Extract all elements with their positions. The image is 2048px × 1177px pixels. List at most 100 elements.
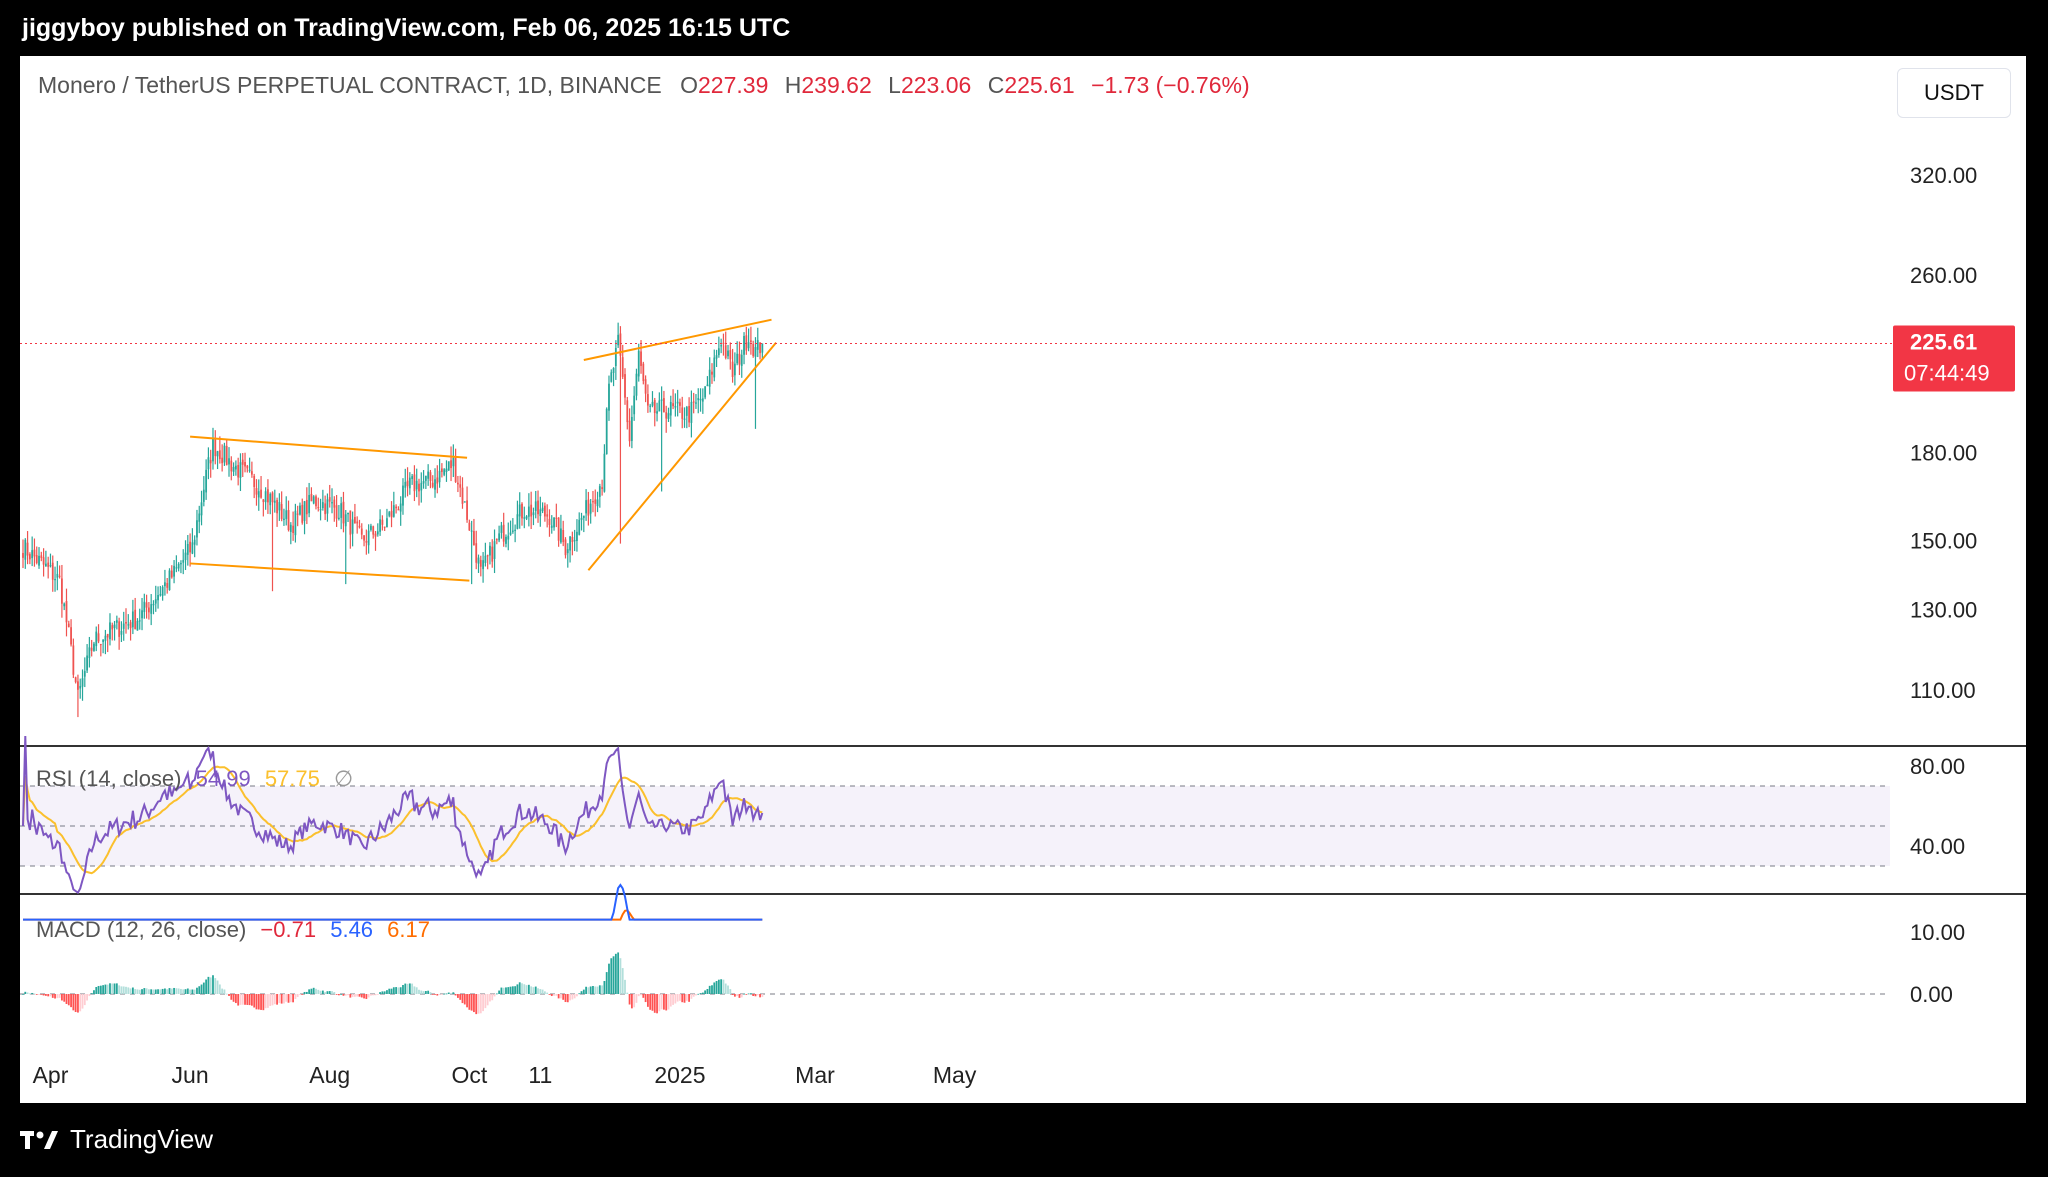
rsi-legend: RSI (14, close) 54.99 57.75 ∅ — [36, 766, 353, 792]
macd-hist-bar — [51, 994, 54, 998]
candle-body — [727, 350, 729, 357]
time-axis-tick: Aug — [309, 1062, 350, 1088]
candle-body — [77, 681, 79, 690]
candle-body — [621, 357, 624, 377]
macd-hist-bar — [152, 989, 155, 994]
macd-hist-bar — [605, 972, 608, 994]
candle-body — [49, 565, 52, 567]
macd-hist-bar — [26, 992, 29, 994]
candle-body — [260, 489, 262, 498]
candle-body — [392, 505, 395, 517]
candle-body — [340, 503, 343, 518]
macd-hist-bar — [115, 983, 118, 994]
macd-hist-bar — [264, 994, 267, 1009]
candle-body — [225, 445, 228, 465]
candle-body — [42, 557, 45, 565]
candle-body — [221, 457, 224, 464]
currency-button[interactable]: USDT — [1897, 68, 2011, 118]
macd-hist-bar — [546, 992, 549, 994]
candle-body — [592, 501, 594, 503]
candle-body — [553, 517, 555, 528]
macd-hist-bar — [466, 994, 468, 1008]
macd-hist-bar — [402, 984, 404, 994]
macd-hist-bar — [340, 993, 343, 995]
candle-body — [692, 401, 695, 403]
candle-body — [452, 457, 455, 467]
candle-body — [566, 549, 569, 554]
candle-body — [537, 500, 539, 515]
candle-body — [626, 400, 629, 423]
candle-body — [740, 354, 743, 366]
candle-body — [264, 491, 267, 503]
candle-body — [527, 506, 530, 517]
macd-hist-bar — [280, 994, 283, 1004]
open-label: O — [680, 72, 699, 98]
macd-hist-bar — [61, 994, 63, 1001]
macd-hist-bar — [571, 994, 574, 1000]
candle-body — [642, 363, 645, 381]
macd-hist-bar — [196, 987, 198, 994]
macd-hist-bar — [532, 987, 535, 994]
candle-body — [589, 503, 592, 514]
candle-body — [683, 418, 686, 420]
candle-body — [248, 469, 251, 472]
last-price-badge — [1893, 325, 2015, 392]
candle-body — [507, 535, 510, 540]
macd-hist-bar — [674, 994, 677, 1004]
macd-hist-bar — [147, 989, 150, 994]
macd-hist-bar — [438, 994, 441, 995]
candle-body — [733, 363, 736, 376]
candle-body — [505, 536, 507, 544]
candle-body — [44, 563, 47, 567]
candle-body — [660, 399, 663, 401]
chart-canvas[interactable]: 320.00260.00180.00150.00130.00110.00225.… — [20, 56, 2026, 1103]
macd-hist-bar — [257, 994, 260, 1010]
candle-body — [331, 502, 333, 504]
candle-body — [411, 476, 414, 479]
macd-hist-bar — [699, 993, 702, 994]
candle-body — [191, 542, 194, 554]
macd-hist-bar — [42, 994, 45, 996]
macd-hist-bar — [681, 994, 684, 1003]
macd-hist-bar — [358, 994, 361, 997]
candle-body — [376, 531, 379, 535]
candle-body — [65, 601, 68, 623]
macd-hist-bar — [251, 994, 253, 1006]
candle-body — [486, 555, 489, 557]
macd-hist-bar — [299, 994, 301, 995]
candle-body — [102, 639, 105, 642]
macd-hist-bar — [523, 984, 526, 994]
macd-hist-bar — [67, 994, 70, 1006]
candle-body — [104, 635, 107, 641]
macd-hist-bar — [390, 988, 393, 994]
candle-body — [367, 530, 370, 546]
macd-hist-bar — [621, 968, 624, 994]
candle-body — [67, 623, 70, 628]
macd-hist-bar — [601, 985, 604, 994]
candle-body — [93, 643, 95, 651]
candle-body — [525, 516, 528, 519]
macd-hist-bar — [562, 994, 565, 1000]
candle-body — [479, 559, 482, 567]
macd-hist-bar — [445, 993, 448, 995]
macd-hist-bar — [324, 992, 327, 994]
macd-hist-bar — [640, 994, 642, 996]
macd-hist-bar — [379, 992, 381, 994]
macd-hist-bar — [404, 983, 407, 994]
candle-body — [695, 402, 697, 404]
candle-body — [676, 401, 679, 404]
macd-hist-bar — [342, 994, 345, 996]
publisher-header: jiggyboy published on TradingView.com, F… — [22, 14, 791, 42]
candle-body — [438, 470, 441, 483]
macd-hist-bar — [701, 992, 704, 994]
candle-body — [633, 395, 636, 415]
macd-hist-bar — [759, 994, 761, 998]
candle-body — [534, 501, 537, 511]
macd-hist-bar — [104, 984, 107, 994]
candle-body — [429, 472, 432, 481]
macd-axis-tick: 10.00 — [1910, 920, 1965, 945]
candle-body — [397, 509, 400, 511]
candle-body — [395, 506, 398, 509]
macd-hist-bar — [24, 991, 27, 994]
high-value: 239.62 — [801, 72, 872, 98]
